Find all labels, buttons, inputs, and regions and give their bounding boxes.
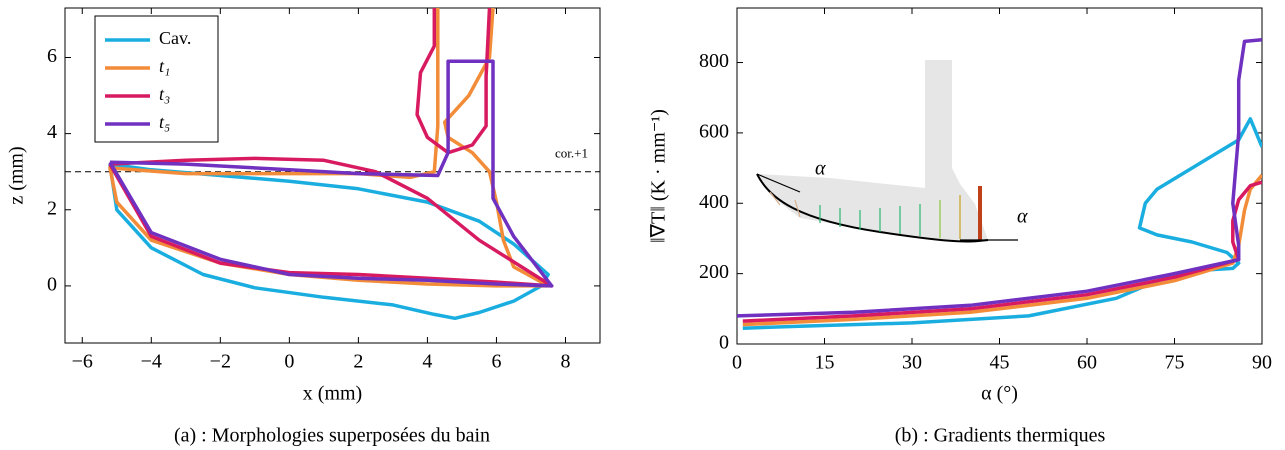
y-tick-label: 800 <box>699 50 729 72</box>
x-tick-label: −6 <box>72 351 93 373</box>
x-tick-label: 0 <box>732 352 742 374</box>
x-tick-label: 4 <box>422 351 432 373</box>
y-tick-label: 400 <box>699 191 729 213</box>
y-tick-label: 200 <box>699 261 729 283</box>
x-axis-label: x (mm) <box>303 383 362 405</box>
legend-label: t₅ <box>159 112 170 132</box>
legend-box <box>94 15 219 143</box>
reference-label: cor.+1 <box>555 146 588 161</box>
inset-shape <box>757 60 988 240</box>
plot-lines <box>737 37 1262 330</box>
plot-frame <box>64 7 601 344</box>
inset-label: α <box>815 158 826 180</box>
series-line <box>742 173 1262 327</box>
y-tick-label: 4 <box>47 121 57 143</box>
y-tick-label: 0 <box>47 273 57 295</box>
inset-arrows <box>769 191 961 239</box>
series-line <box>108 162 550 321</box>
series-line <box>742 117 1262 330</box>
y-tick-label: 2 <box>47 197 57 219</box>
x-tick-label: 0 <box>284 351 294 373</box>
caption: (b) : Gradients thermiques <box>895 425 1106 447</box>
x-tick-label: 6 <box>491 351 501 373</box>
x-tick-label: 60 <box>1077 352 1097 374</box>
y-tick-label: 6 <box>47 45 57 67</box>
series-line <box>737 37 1262 318</box>
inset-ref <box>756 173 801 193</box>
y-tick-label: 0 <box>719 332 729 354</box>
legend-label: t₃ <box>159 84 170 104</box>
x-tick-label: 75 <box>1165 352 1185 374</box>
y-tick-label: 600 <box>699 120 729 142</box>
x-tick-label: 8 <box>560 351 570 373</box>
x-tick-label: 90 <box>1252 352 1272 374</box>
x-tick-label: 45 <box>990 352 1010 374</box>
inset: α α <box>756 60 1028 243</box>
series-line <box>108 59 554 288</box>
caption: (a) : Morphologies superposées du bain <box>174 425 490 447</box>
inset-label: α <box>1017 206 1028 228</box>
y-axis-label: z (mm) <box>6 146 28 204</box>
y-axis-label: ‖∇T‖ (K · mm⁻¹) <box>648 109 670 243</box>
x-tick-label: 30 <box>902 352 922 374</box>
legend-label: t₁ <box>159 56 170 76</box>
x-tick-label: 15 <box>815 352 835 374</box>
x-tick-label: 2 <box>353 351 363 373</box>
x-tick-label: −4 <box>141 351 162 373</box>
x-axis-label: α (°) <box>981 383 1018 405</box>
x-tick-label: −2 <box>210 351 231 373</box>
plot-lines <box>108 8 554 321</box>
legend-label: Cav. <box>159 28 191 48</box>
